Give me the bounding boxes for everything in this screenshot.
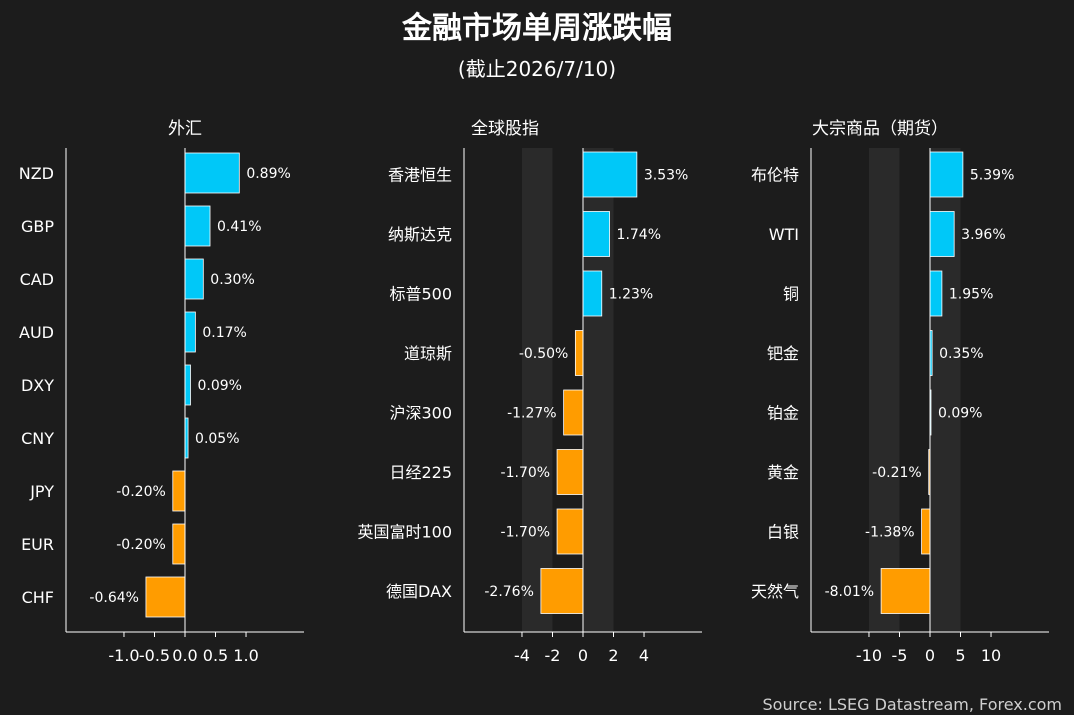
bar	[172, 523, 186, 565]
value-label: 3.96%	[961, 227, 1005, 243]
chart-panel-1: 外汇 NZD 0.89% GBP 0.41% CAD 0.30% AUD 0.17% DXY 0.0…	[19, 119, 304, 665]
value-label: 5.39%	[970, 168, 1014, 184]
category-label: WTI	[769, 225, 799, 244]
category-label: 铂金	[767, 404, 799, 423]
bar	[929, 151, 964, 198]
bar	[556, 508, 584, 555]
value-label: 0.05%	[195, 431, 239, 447]
bar	[582, 151, 638, 198]
category-label: EUR	[21, 535, 54, 554]
category-label: GBP	[21, 217, 54, 236]
value-label: 0.17%	[202, 325, 246, 341]
panel-title: 外汇	[168, 119, 202, 139]
x-tick-label: 4	[639, 646, 649, 665]
category-label: CHF	[22, 588, 54, 607]
category-label: NZD	[19, 164, 54, 183]
category-label: 铜	[783, 285, 799, 304]
bar	[563, 389, 584, 436]
category-label: DXY	[21, 376, 54, 395]
category-label: CNY	[21, 429, 54, 448]
value-label: -1.70%	[501, 465, 551, 481]
category-label: 日经225	[389, 463, 452, 482]
x-tick-label: 1.0	[233, 646, 258, 665]
category-label: CAD	[20, 270, 54, 289]
bar	[921, 508, 931, 555]
x-tick-label: -0.5	[139, 646, 170, 665]
panels: 外汇 NZD 0.89% GBP 0.41% CAD 0.30% AUD 0.17% DXY 0.0…	[19, 119, 1049, 665]
category-label: 天然气	[751, 582, 799, 601]
x-tick-label: -5	[892, 646, 908, 665]
panel-title: 全球股指	[471, 119, 539, 139]
bar	[582, 270, 603, 317]
category-label: AUD	[19, 323, 54, 342]
grid-band	[521, 148, 553, 632]
bar	[184, 258, 204, 300]
bar	[184, 152, 240, 194]
value-label: -1.38%	[865, 525, 915, 541]
panel-title: 大宗商品（期货）	[812, 119, 948, 139]
value-label: -0.64%	[89, 590, 139, 606]
value-label: 3.53%	[644, 168, 688, 184]
category-label: 香港恒生	[388, 166, 452, 185]
category-label: JPY	[29, 482, 54, 501]
category-label: 标普500	[389, 285, 452, 304]
category-label: 布伦特	[751, 166, 799, 185]
value-label: -8.01%	[825, 584, 875, 600]
x-tick-label: -10	[856, 646, 882, 665]
bar	[929, 211, 955, 257]
value-label: 0.89%	[246, 166, 290, 182]
value-label: -0.20%	[116, 537, 166, 553]
value-label: 0.41%	[217, 219, 261, 235]
x-tick-label: 2	[608, 646, 618, 665]
bar	[145, 576, 186, 618]
category-label: 英国富时100	[357, 523, 452, 542]
value-label: 1.74%	[617, 227, 661, 243]
value-label: -1.27%	[507, 406, 557, 422]
x-tick-label: 0.5	[203, 646, 228, 665]
x-tick-label: 0.0	[172, 646, 197, 665]
x-tick-label: 0	[925, 646, 935, 665]
value-label: -2.76%	[484, 584, 534, 600]
category-label: 道琼斯	[404, 344, 452, 363]
x-tick-label: 0	[578, 646, 588, 665]
value-label: -1.70%	[501, 525, 551, 541]
value-label: 0.35%	[939, 346, 983, 362]
category-label: 沪深300	[389, 404, 452, 423]
x-tick-label: 5	[955, 646, 965, 665]
x-tick-label: 10	[981, 646, 1001, 665]
category-label: 白银	[767, 523, 799, 542]
bar	[184, 205, 211, 247]
chart-title: 金融市场单周涨跌幅	[401, 11, 672, 46]
value-label: 0.09%	[197, 378, 241, 394]
value-label: -0.20%	[116, 484, 166, 500]
bar	[172, 470, 186, 512]
bar	[880, 568, 931, 614]
value-label: 1.95%	[949, 287, 993, 303]
value-label: -0.50%	[519, 346, 569, 362]
chart-subtitle: (截止2026/7/10)	[458, 57, 616, 81]
category-label: 钯金	[767, 344, 799, 363]
bar	[556, 449, 584, 495]
category-label: 纳斯达克	[388, 225, 452, 244]
grid-band	[868, 148, 900, 632]
chart-panel-3: 大宗商品（期货） 布伦特 5.39% WTI 3.96% 铜 1.95% 钯金 0.35% 铂金 0…	[751, 119, 1049, 665]
bar	[540, 568, 584, 614]
value-label: 0.09%	[938, 406, 982, 422]
source-note: Source: LSEG Datastream, Forex.com	[763, 695, 1062, 714]
x-tick-label: -1.0	[108, 646, 139, 665]
bar	[582, 211, 610, 257]
x-tick-label: -2	[545, 646, 561, 665]
category-label: 德国DAX	[386, 582, 452, 601]
value-label: -0.21%	[872, 465, 922, 481]
value-label: 0.30%	[210, 272, 254, 288]
bar	[184, 364, 191, 406]
value-label: 1.23%	[609, 287, 653, 303]
bar	[929, 270, 943, 317]
bar	[574, 330, 584, 376]
category-label: 黄金	[767, 463, 799, 482]
x-tick-label: -4	[514, 646, 530, 665]
bar	[184, 311, 196, 353]
